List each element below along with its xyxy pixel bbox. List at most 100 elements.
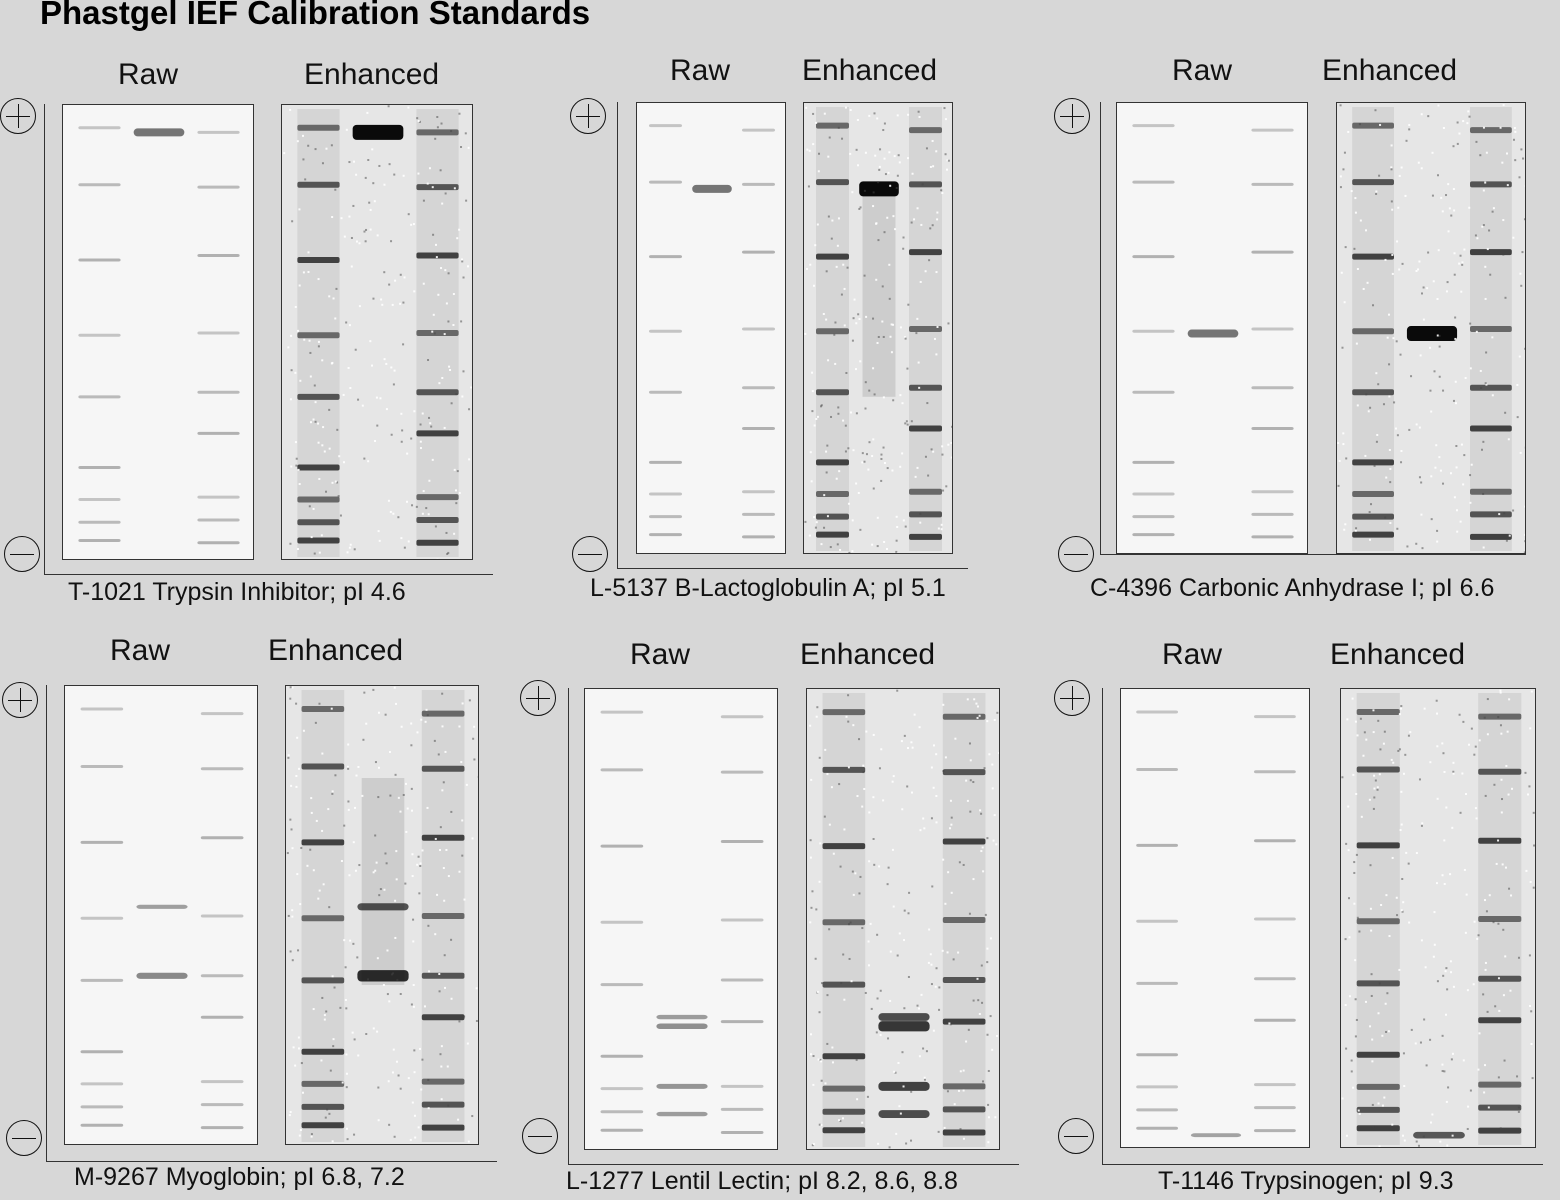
marker-band [942, 1083, 986, 1090]
speckle [1418, 476, 1421, 479]
marker-band [78, 183, 121, 187]
speckle [1453, 496, 1456, 499]
marker-band [742, 250, 775, 254]
marker-band [200, 712, 244, 716]
speckle [315, 819, 318, 822]
speckle [441, 725, 444, 728]
gel-image [286, 686, 478, 1144]
speckle [470, 386, 472, 389]
speckle [806, 148, 809, 151]
speckle [388, 750, 391, 753]
speckle [931, 224, 934, 227]
speckle [825, 270, 828, 273]
speckle [425, 507, 428, 510]
speckle [406, 807, 409, 810]
speckle [395, 878, 398, 881]
speckle [1504, 955, 1507, 958]
speckle [930, 766, 933, 769]
speckle [825, 318, 828, 321]
speckle [999, 755, 1000, 757]
speckle [1486, 698, 1489, 701]
speckle [425, 708, 428, 711]
speckle [903, 939, 906, 942]
speckle [376, 424, 379, 427]
speckle [413, 1049, 416, 1052]
speckle [1434, 466, 1437, 469]
speckle [848, 1055, 851, 1058]
speckle [826, 515, 829, 518]
marker-band [1470, 488, 1512, 495]
speckle [1388, 935, 1391, 938]
enhanced-gel [1340, 688, 1536, 1148]
speckle [1366, 1147, 1368, 1148]
speckle [1377, 1012, 1380, 1015]
speckle [849, 411, 852, 414]
speckle [839, 865, 842, 868]
speckle [338, 455, 341, 458]
marker-band [197, 253, 240, 257]
speckle [876, 545, 879, 548]
speckle [367, 460, 370, 463]
speckle [882, 129, 885, 132]
marker-band [649, 390, 682, 394]
speckle [1459, 520, 1462, 523]
speckle [838, 783, 841, 786]
speckle [411, 504, 414, 507]
speckle [348, 215, 351, 218]
speckle [884, 173, 887, 176]
speckle [861, 461, 864, 464]
speckle [861, 1121, 864, 1124]
gel-image [804, 103, 952, 553]
speckle [867, 964, 870, 967]
speckle [444, 192, 447, 195]
marker-band [742, 512, 775, 516]
speckle [867, 940, 870, 943]
speckle [1443, 770, 1446, 773]
speckle [1415, 270, 1418, 273]
speckle [1468, 743, 1471, 746]
speckle [859, 360, 862, 363]
speckle [352, 942, 355, 945]
speckle [1436, 540, 1439, 543]
speckle [923, 1078, 926, 1081]
speckle [1386, 992, 1389, 995]
speckle [942, 703, 945, 706]
speckle [883, 540, 886, 543]
gel-image [282, 105, 472, 559]
speckle [346, 765, 349, 768]
speckle [896, 689, 899, 692]
speckle [1478, 1032, 1481, 1035]
speckle [943, 1126, 946, 1129]
marker-band [301, 1048, 345, 1055]
marker-band [649, 515, 682, 519]
speckle [1366, 281, 1369, 284]
speckle [894, 228, 897, 231]
speckle [336, 481, 339, 484]
speckle [1430, 518, 1433, 521]
marker-band [720, 1107, 764, 1111]
speckle [1501, 161, 1504, 164]
speckle [431, 186, 434, 189]
speckle [820, 1060, 823, 1063]
speckle [307, 271, 310, 274]
speckle [811, 890, 814, 893]
speckle [1408, 123, 1411, 126]
speckle [346, 1138, 349, 1141]
speckle [871, 455, 874, 458]
speckle [324, 1116, 327, 1119]
speckle [1405, 139, 1408, 142]
speckle [835, 477, 838, 480]
speckle [1503, 512, 1506, 515]
speckle [443, 426, 446, 429]
sample-band [1413, 1131, 1465, 1139]
panel-frame [1102, 688, 1543, 1165]
gel-image [1337, 103, 1525, 553]
speckle [365, 228, 368, 231]
speckle [1394, 427, 1397, 430]
speckle [348, 324, 351, 327]
speckle [842, 953, 845, 956]
speckle [942, 489, 945, 492]
marker-band [301, 1103, 345, 1110]
speckle [1419, 354, 1422, 357]
speckle [1458, 132, 1461, 135]
